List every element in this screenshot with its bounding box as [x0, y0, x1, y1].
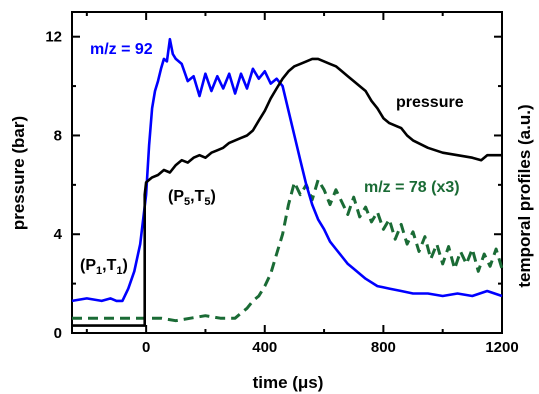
- x-tick-label: 800: [371, 339, 396, 356]
- x-axis-title: time (μs): [253, 373, 324, 392]
- series-layer: [71, 37, 504, 327]
- x-tick-label: 1200: [485, 339, 518, 356]
- annotation-p5t5: (P5,T5): [168, 188, 216, 208]
- series-line-m-z-78-x3: [72, 178, 504, 323]
- axis-ticks: 0 400 800 1200 0 4 8 12: [45, 12, 519, 356]
- annotation-pressure: pressure: [396, 94, 464, 111]
- y-tick-label: 4: [54, 226, 63, 243]
- series-line-m-z-92: [71, 37, 503, 303]
- annotation-mz78: m/z = 78 (x3): [364, 179, 460, 196]
- x-tick-label: 400: [252, 339, 277, 356]
- annotation-mz92: m/z = 92: [90, 41, 153, 58]
- y-axis-title: pressure (bar): [9, 116, 28, 230]
- y-tick-label: 8: [54, 127, 62, 144]
- y-tick-label: 12: [45, 29, 62, 46]
- plot-frame: [71, 11, 503, 334]
- annotation-p1t1: (P1,T1): [80, 257, 128, 277]
- series-line-pressure: [72, 57, 502, 327]
- y2-axis-title: temporal profiles (a.u.): [515, 104, 534, 287]
- y-tick-label: 0: [54, 325, 62, 342]
- x-tick-label: 0: [142, 339, 150, 356]
